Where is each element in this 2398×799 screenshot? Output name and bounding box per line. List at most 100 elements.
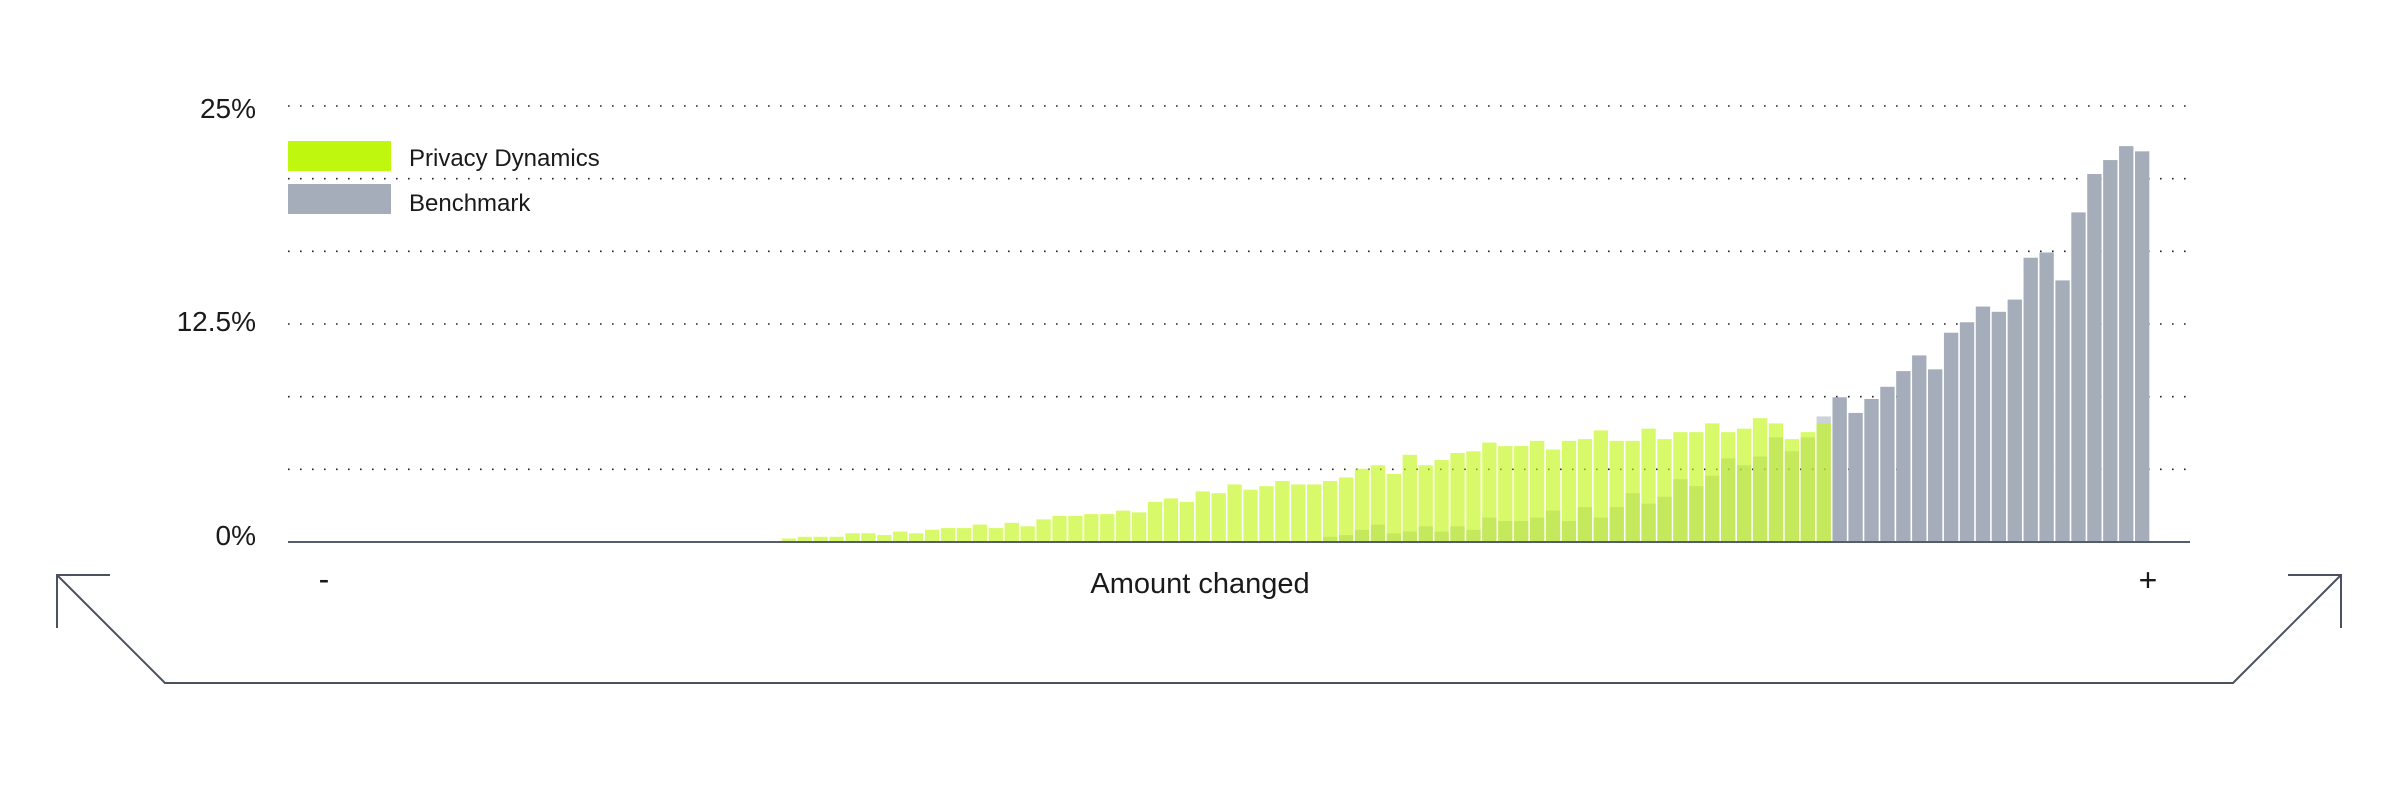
bar-privacy-dynamics (1561, 440, 1577, 542)
bar-privacy-dynamics (1020, 526, 1035, 542)
y-tick-label-0: 0% (216, 520, 256, 551)
bar-privacy-dynamics (1609, 440, 1624, 542)
bar-privacy-dynamics (1291, 484, 1306, 542)
bar-benchmark (1959, 322, 1975, 542)
bar-privacy-dynamics (1243, 489, 1258, 542)
legend: Privacy Dynamics Benchmark (288, 141, 600, 217)
bar-privacy-dynamics (1689, 432, 1704, 542)
bar-privacy-dynamics (1657, 439, 1672, 542)
bar-privacy-dynamics (1004, 522, 1019, 542)
bar-privacy-dynamics (1577, 439, 1593, 542)
bar-privacy-dynamics (1529, 440, 1545, 542)
bar-privacy-dynamics (1784, 439, 1800, 542)
bar-privacy-dynamics (1052, 515, 1067, 542)
bar-privacy-dynamics (1147, 501, 1163, 542)
bar-privacy-dynamics (1593, 430, 1608, 542)
bar-privacy-dynamics (1338, 477, 1354, 542)
x-axis-title: Amount changed (1090, 568, 1309, 600)
series-privacy-dynamics (781, 418, 1831, 542)
y-tick-label-25: 25% (200, 93, 256, 124)
bar-benchmark (1832, 397, 1847, 542)
bar-privacy-dynamics (1307, 484, 1322, 542)
x-axis-plus-label: + (2139, 562, 2158, 598)
bar-privacy-dynamics (1275, 480, 1290, 542)
bar-privacy-dynamics (1816, 423, 1831, 542)
x-axis-minus-label: - (319, 561, 330, 597)
bar-privacy-dynamics (972, 524, 988, 542)
legend-label-privacy-dynamics: Privacy Dynamics (409, 145, 600, 172)
bar-benchmark (2087, 174, 2102, 543)
legend-label-benchmark: Benchmark (409, 190, 531, 217)
bar-privacy-dynamics (1131, 512, 1147, 542)
bar-privacy-dynamics (909, 533, 924, 542)
bar-benchmark (1975, 306, 1991, 542)
bar-privacy-dynamics (1418, 465, 1433, 542)
bar-privacy-dynamics (1068, 515, 1083, 542)
range-arrow (56, 574, 2342, 684)
bar-privacy-dynamics (1466, 451, 1481, 542)
bar-privacy-dynamics (1768, 423, 1784, 542)
bar-benchmark (2119, 146, 2134, 542)
bar-benchmark (1943, 332, 1959, 542)
bar-benchmark (1880, 386, 1895, 542)
bar-privacy-dynamics (845, 533, 860, 542)
bar-privacy-dynamics (797, 536, 812, 542)
bar-privacy-dynamics (1227, 484, 1242, 542)
bar-privacy-dynamics (829, 536, 844, 542)
bar-privacy-dynamics (1514, 446, 1529, 542)
bar-privacy-dynamics (940, 528, 956, 542)
bar-benchmark (1928, 369, 1943, 542)
bar-benchmark (2103, 160, 2118, 542)
bar-privacy-dynamics (1721, 432, 1736, 542)
bar-benchmark (2039, 252, 2054, 542)
bar-privacy-dynamics (1705, 423, 1720, 542)
bar-privacy-dynamics (1116, 510, 1131, 542)
left-arrowhead (56, 574, 110, 628)
bar-privacy-dynamics (1434, 460, 1449, 542)
bar-privacy-dynamics (1036, 519, 1051, 542)
legend-swatch-benchmark (288, 184, 391, 214)
y-axis-ticks: 25% 12.5% 0% (177, 93, 256, 551)
bar-privacy-dynamics (1625, 440, 1640, 542)
bar-benchmark (1864, 398, 1879, 542)
bar-benchmark (1848, 412, 1863, 542)
bar-privacy-dynamics (1163, 498, 1179, 542)
bar-privacy-dynamics (781, 538, 796, 542)
bar-privacy-dynamics (1641, 428, 1656, 542)
bar-privacy-dynamics (1084, 514, 1099, 542)
bar-benchmark (2023, 257, 2038, 542)
bar-privacy-dynamics (1259, 486, 1274, 542)
bar-privacy-dynamics (956, 528, 972, 542)
bar-privacy-dynamics (1370, 465, 1386, 542)
bar-privacy-dynamics (1450, 453, 1465, 542)
bar-privacy-dynamics (813, 536, 828, 542)
bar-privacy-dynamics (1179, 501, 1195, 542)
bar-privacy-dynamics (1402, 454, 1417, 542)
legend-swatch-privacy-dynamics (288, 141, 391, 171)
bar-privacy-dynamics (1482, 442, 1497, 542)
bar-privacy-dynamics (1322, 480, 1338, 542)
bar-privacy-dynamics (1195, 491, 1210, 542)
bar-privacy-dynamics (1498, 446, 1513, 542)
bar-privacy-dynamics (924, 529, 940, 542)
right-arrowhead (2288, 574, 2342, 628)
bar-privacy-dynamics (877, 535, 892, 542)
bar-benchmark (2055, 280, 2070, 542)
bar-privacy-dynamics (1386, 473, 1402, 542)
range-arrow-line (56, 574, 2342, 684)
bar-benchmark (1912, 355, 1927, 542)
bar-benchmark (2134, 151, 2150, 542)
bar-privacy-dynamics (1800, 432, 1815, 542)
bar-privacy-dynamics (1545, 449, 1561, 542)
bar-benchmark (1991, 311, 2007, 542)
bar-benchmark (2007, 299, 2022, 542)
bar-privacy-dynamics (1100, 514, 1115, 542)
bar-benchmark (2071, 212, 2086, 542)
y-tick-label-12-5: 12.5% (177, 306, 256, 337)
bar-privacy-dynamics (1354, 468, 1370, 542)
bar-privacy-dynamics (1211, 493, 1226, 542)
bar-privacy-dynamics (988, 528, 1003, 542)
bar-privacy-dynamics (1752, 418, 1768, 542)
